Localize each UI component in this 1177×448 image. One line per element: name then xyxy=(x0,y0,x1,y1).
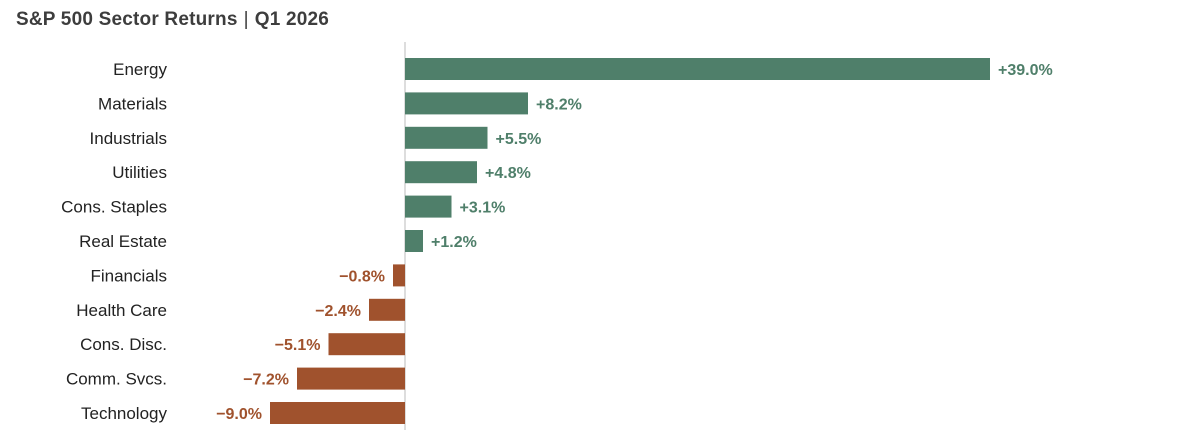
category-label: Comm. Svcs. xyxy=(66,370,167,389)
value-label: +8.2% xyxy=(536,96,582,113)
bar xyxy=(405,92,528,115)
bar xyxy=(369,298,405,321)
chart-title-main: S&P 500 Sector Returns xyxy=(16,9,238,30)
category-label: Health Care xyxy=(76,301,167,320)
bar-row: Technology −9.0% xyxy=(81,402,405,424)
bar-row: Energy +39.0% xyxy=(113,58,1053,80)
bar-row: Comm. Svcs. −7.2% xyxy=(66,367,405,390)
bar xyxy=(405,126,488,149)
bar-row: Health Care −2.4% xyxy=(76,298,405,321)
category-label: Cons. Staples xyxy=(61,198,167,217)
value-label: +3.1% xyxy=(460,200,506,217)
value-label: −7.2% xyxy=(243,372,289,389)
value-label: +39.0% xyxy=(998,62,1053,79)
bar xyxy=(405,230,423,252)
title-separator: | xyxy=(243,9,249,30)
value-label: +5.5% xyxy=(496,131,542,148)
chart-title-period: Q1 2026 xyxy=(254,9,330,30)
bar xyxy=(393,264,405,287)
category-label: Technology xyxy=(81,404,168,423)
bar-row: Real Estate +1.2% xyxy=(79,230,477,252)
bar-row: Cons. Staples +3.1% xyxy=(61,195,506,218)
bar xyxy=(405,58,990,80)
value-label: −5.1% xyxy=(275,337,321,354)
bar xyxy=(405,195,452,218)
category-label: Financials xyxy=(90,266,167,285)
category-label: Real Estate xyxy=(79,232,167,251)
bar-row: Financials −0.8% xyxy=(90,264,405,287)
bar-row: Cons. Disc. −5.1% xyxy=(80,333,405,356)
value-label: −9.0% xyxy=(216,406,262,423)
bar xyxy=(270,402,405,424)
bar-row: Utilities +4.8% xyxy=(112,161,531,184)
category-label: Industrials xyxy=(90,129,167,148)
bar-row: Industrials +5.5% xyxy=(90,126,542,149)
bar xyxy=(405,161,477,184)
category-label: Cons. Disc. xyxy=(80,335,167,354)
category-label: Energy xyxy=(113,60,167,79)
chart-title: S&P 500 Sector Returns | Q1 2026 xyxy=(16,9,329,31)
category-label: Utilities xyxy=(112,163,167,182)
value-label: −2.4% xyxy=(315,303,361,320)
bar-row: Materials +8.2% xyxy=(98,92,582,115)
bar xyxy=(328,333,405,356)
bar xyxy=(297,367,405,390)
value-label: +4.8% xyxy=(485,165,531,182)
value-label: +1.2% xyxy=(431,234,477,251)
value-label: −0.8% xyxy=(339,268,385,285)
category-label: Materials xyxy=(98,94,167,113)
